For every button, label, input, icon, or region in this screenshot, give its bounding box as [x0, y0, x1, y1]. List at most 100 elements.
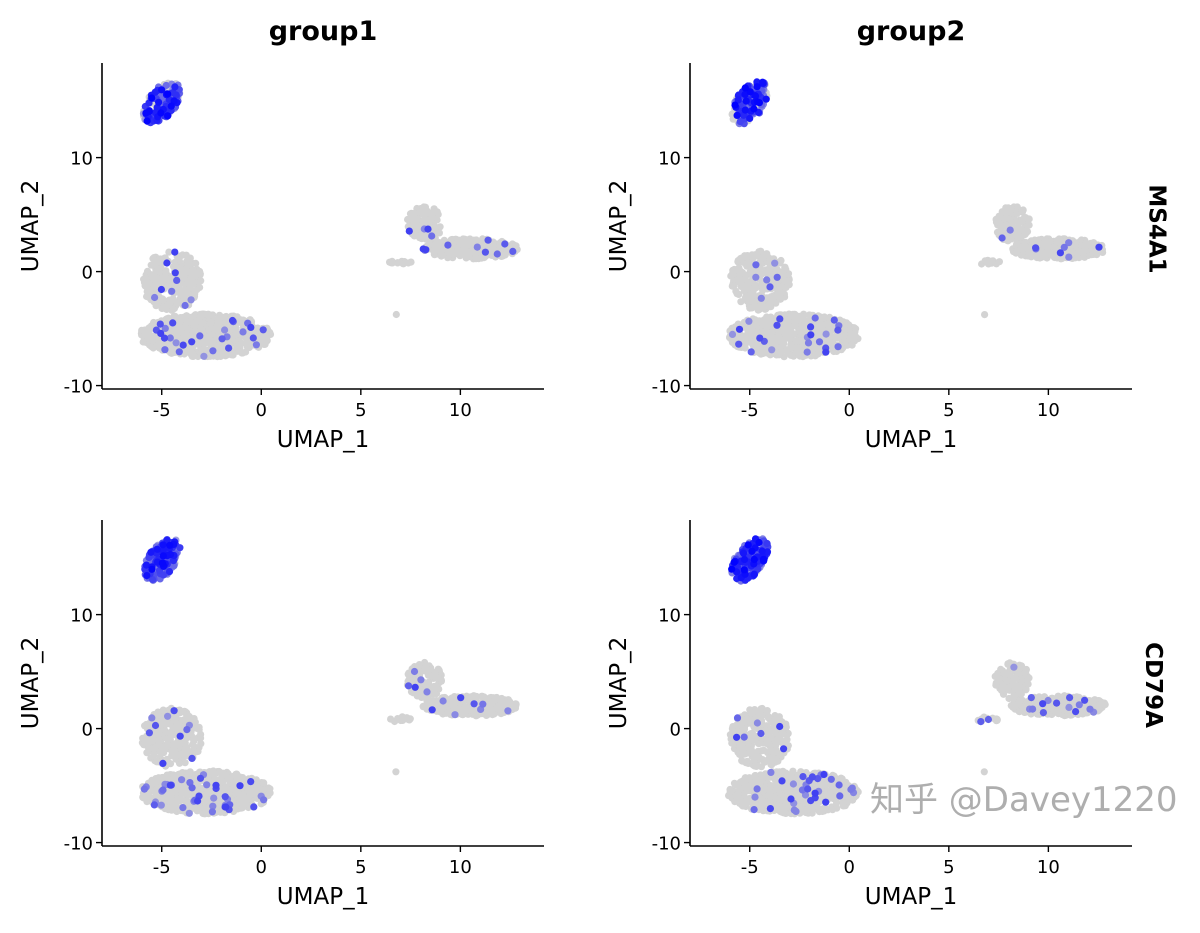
cell-point	[501, 240, 509, 248]
x-tick-label: 0	[844, 400, 855, 421]
cell-point	[417, 676, 425, 684]
cell-point	[783, 346, 791, 354]
x-tick-label: 10	[449, 400, 472, 421]
cell-point	[444, 241, 452, 249]
cell-point	[156, 320, 164, 328]
cell-point	[152, 267, 161, 275]
cell-point	[775, 351, 783, 359]
cell-point	[755, 708, 763, 717]
cell-point	[153, 758, 161, 766]
cell-point	[192, 259, 200, 267]
cell-point	[399, 260, 407, 268]
cell-point	[150, 745, 158, 753]
y-tick-label: 10	[658, 149, 681, 170]
cell-point	[497, 710, 505, 718]
cell-point	[763, 276, 771, 284]
cell-point	[797, 325, 805, 333]
cell-point	[209, 352, 217, 360]
cell-point	[410, 221, 418, 229]
cell-point	[150, 751, 158, 759]
cell-point	[1065, 253, 1073, 261]
cell-point	[779, 730, 787, 738]
cell-point	[803, 348, 811, 356]
cell-point	[1032, 244, 1040, 252]
cell-point	[830, 316, 838, 324]
cell-point	[763, 708, 771, 716]
cell-point	[249, 334, 257, 342]
cell-point	[796, 347, 804, 355]
cell-point	[780, 739, 788, 747]
cell-point	[768, 346, 776, 354]
cell-point	[756, 334, 764, 342]
cell-point	[183, 726, 191, 734]
cell-point	[763, 326, 771, 334]
cell-point	[216, 768, 224, 776]
cell-point	[152, 302, 160, 310]
cell-point	[187, 296, 195, 304]
cell-point	[186, 346, 194, 355]
cell-point	[738, 757, 746, 765]
x-tick-label: 0	[256, 400, 267, 421]
cell-point	[265, 784, 273, 792]
x-tick-label: 5	[355, 400, 366, 421]
cell-point	[738, 254, 746, 262]
cell-point	[235, 341, 243, 349]
cell-point	[747, 323, 755, 331]
cell-point	[217, 313, 225, 321]
cell-point	[480, 693, 488, 701]
y-tick-label: 10	[70, 606, 93, 627]
cell-point	[771, 737, 779, 745]
cell-point	[171, 269, 179, 277]
cell-point	[736, 750, 744, 758]
cell-point	[767, 760, 775, 769]
cell-point	[143, 267, 152, 275]
cell-point	[739, 744, 747, 752]
cell-point	[145, 729, 153, 737]
cell-point	[179, 804, 187, 812]
cell-point	[498, 694, 506, 703]
cell-point	[757, 328, 766, 337]
cell-point	[1004, 204, 1012, 212]
y-axis-label: UMAP_2	[606, 180, 632, 272]
cell-point	[184, 261, 192, 269]
cell-point	[392, 768, 400, 776]
y-tick-label: 0	[670, 263, 681, 284]
cell-point	[425, 681, 433, 689]
x-tick-label: -5	[153, 857, 171, 878]
cell-point	[141, 282, 149, 290]
cell-point	[167, 102, 175, 110]
cell-point	[834, 326, 842, 334]
cell-point	[184, 277, 192, 285]
cell-point	[153, 545, 161, 553]
cell-point	[163, 742, 171, 750]
cell-point	[427, 215, 435, 223]
cell-point	[1006, 226, 1014, 234]
cell-point	[252, 341, 260, 349]
cell-point	[428, 232, 436, 240]
cell-point	[988, 257, 996, 265]
cell-point	[183, 711, 191, 719]
y-tick-label: 0	[82, 263, 93, 284]
cell-point	[771, 716, 779, 724]
cell-point	[790, 330, 798, 338]
cell-point	[1071, 242, 1079, 250]
cell-point	[176, 797, 184, 805]
cell-point	[413, 216, 421, 224]
points	[725, 535, 1109, 818]
cell-point	[388, 259, 396, 267]
cell-point	[159, 546, 167, 554]
cell-point	[772, 338, 780, 346]
cell-point	[424, 666, 432, 674]
cell-point	[391, 717, 399, 726]
cell-point	[734, 96, 742, 104]
x-axis-label: UMAP_1	[865, 427, 957, 453]
cell-point	[759, 78, 767, 86]
cell-point	[150, 801, 158, 809]
cell-point	[221, 326, 229, 334]
cell-point	[222, 803, 230, 811]
cell-point	[998, 234, 1006, 242]
cell-point	[221, 793, 229, 801]
cell-point	[148, 737, 156, 745]
cell-point	[157, 720, 165, 728]
